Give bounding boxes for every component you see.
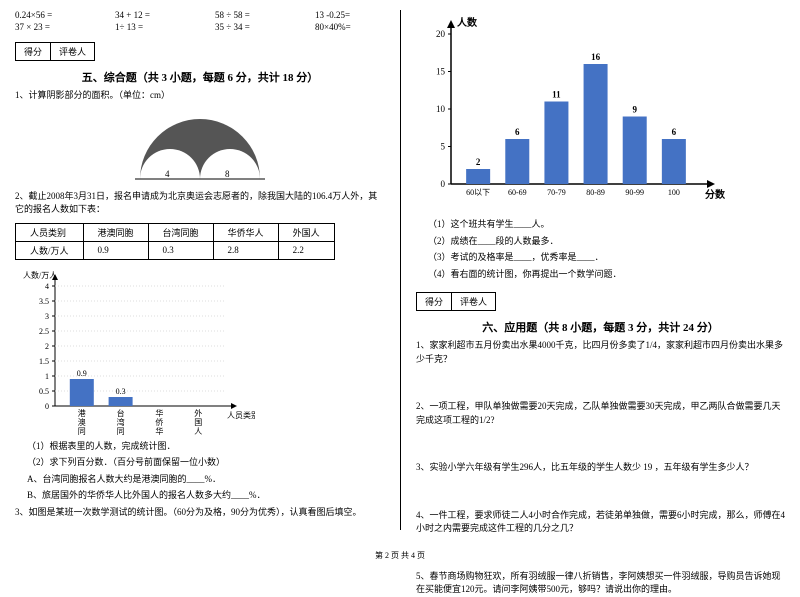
svg-text:3.5: 3.5 [39,297,49,306]
section5-title: 五、综合题（共 3 小题，每题 6 分，共计 18 分） [15,69,385,85]
td: 2.8 [213,241,278,259]
equation-row-1: 0.24×56 = 34 + 12 = 58 ÷ 58 = 13 -0.25= [15,10,385,20]
svg-text:国: 国 [194,418,202,427]
svg-text:2: 2 [476,157,481,167]
app-q: 2、一项工程，甲队单独做需要20天完成，乙队单独做需要30天完成，甲乙两队合做需… [416,400,785,427]
grader-label: 评卷人 [452,293,495,310]
svg-text:16: 16 [591,52,601,62]
svg-text:同: 同 [117,427,125,436]
td: 0.9 [83,241,148,259]
q2-text: 2、截止2008年3月31日，报名申请成为北京奥运会志愿者的，除我国大陆的106… [15,190,385,217]
bar-chart-2: 0 5 10 15 20 人数分数 2 60以下 6 60-69 11 70-79 16 80-89 9 90… [416,14,726,214]
bar-chart-1: 00.511.522.533.54人数/万人人员类别0.9港澳同胞0.3台湾同胞… [15,266,255,436]
svg-text:0.3: 0.3 [116,387,126,396]
svg-text:90-99: 90-99 [625,188,644,197]
score-box: 得分 评卷人 [15,42,95,61]
eq: 80×40%= [315,22,385,32]
svg-text:同: 同 [78,427,86,436]
arch-right-label: 8 [225,169,230,179]
sub-q: A、台湾同胞报名人数大约是港澳同胞的____%． [15,473,385,487]
svg-text:6: 6 [515,127,520,137]
score-label: 得分 [16,43,51,60]
svg-text:100: 100 [668,188,680,197]
app-q: 5、春节商场购物狂欢，所有羽绒服一律八折销售，李阿姨想买一件羽绒服，导购员告诉她… [416,570,785,597]
td: 2.2 [278,241,334,259]
data-table: 人员类别 港澳同胞 台湾同胞 华侨华人 外国人 人数/万人 0.9 0.3 2.… [15,223,335,260]
svg-text:60-69: 60-69 [508,188,527,197]
svg-text:5: 5 [441,142,446,152]
q3-text: 3、如图是某班一次数学测试的统计图。（60分为及格，90分为优秀），认真看图后填… [15,506,385,520]
sub-q: （1）根据表里的人数，完成统计图． [15,440,385,454]
svg-text:2: 2 [45,342,49,351]
svg-text:华: 华 [155,408,163,418]
svg-text:人: 人 [194,427,202,436]
eq: 37 × 23 = [15,22,85,32]
equation-row-2: 37 × 23 = 1÷ 13 = 35 ÷ 34 = 80×40%= [15,22,385,32]
app-q: 4、一件工程，要求师徒二人4小时合作完成，若徒弟单独做，需要6小时完成，那么，师… [416,509,785,536]
svg-text:60以下: 60以下 [466,188,490,197]
svg-text:11: 11 [552,90,561,100]
sub-q: B、旅居国外的华侨华人比外国人的报名人数多大约____%． [15,489,385,503]
sub-q: （1）这个班共有学生____人。 [416,218,785,232]
svg-text:0: 0 [45,402,49,411]
q1-text: 1、计算阴影部分的面积。（单位：cm） [15,89,385,103]
score-label: 得分 [417,293,452,310]
app-q: 1、家家利超市五月份卖出水果4000千克，比四月份多卖了1/4，家家利超市四月份… [416,339,785,366]
svg-text:1: 1 [45,372,49,381]
th: 港澳同胞 [83,223,148,241]
page-footer: 第 2 页 共 4 页 [0,550,800,561]
arch-left-label: 4 [165,169,170,179]
eq: 1÷ 13 = [115,22,185,32]
sub-q: （2）成绩在____段的人数最多． [416,235,785,249]
th: 华侨华人 [213,223,278,241]
svg-text:澳: 澳 [78,417,86,427]
eq: 35 ÷ 34 = [215,22,285,32]
svg-text:人员类别: 人员类别 [227,410,255,420]
app-q: 3、实验小学六年级有学生296人，比五年级的学生人数少 19 ，五年级有学生多少… [416,461,785,475]
svg-text:人数: 人数 [457,16,478,29]
th: 台湾同胞 [148,223,213,241]
section6-title: 六、应用题（共 8 小题，每题 3 分，共计 24 分） [416,319,785,335]
score-box: 得分 评卷人 [416,292,496,311]
svg-text:10: 10 [436,104,446,114]
eq: 0.24×56 = [15,10,85,20]
table-row: 人数/万人 0.9 0.3 2.8 2.2 [16,241,335,259]
svg-text:分数: 分数 [705,188,726,201]
svg-text:侨: 侨 [155,417,163,427]
svg-text:湾: 湾 [117,417,125,427]
grader-label: 评卷人 [51,43,94,60]
table-row: 人员类别 港澳同胞 台湾同胞 华侨华人 外国人 [16,223,335,241]
svg-text:0: 0 [441,179,446,189]
svg-text:外: 外 [194,408,202,418]
eq: 58 ÷ 58 = [215,10,285,20]
svg-text:4: 4 [45,282,49,291]
svg-text:2.5: 2.5 [39,327,49,336]
eq: 13 -0.25= [315,10,385,20]
sub-q: （3）考试的及格率是____，优秀率是____． [416,251,785,265]
td: 0.3 [148,241,213,259]
th: 人员类别 [16,223,84,241]
sub-q: （4）看右面的统计图，你再提出一个数学问题． [416,268,785,282]
svg-text:80-89: 80-89 [586,188,605,197]
svg-text:港: 港 [78,408,86,418]
arch-figure: 4 8 [130,109,270,184]
sub-q: （2）求下列百分数．（百分号前面保留一位小数） [15,456,385,470]
svg-text:20: 20 [436,29,446,39]
svg-text:胞: 胞 [117,435,125,436]
svg-text:0.9: 0.9 [77,369,87,378]
eq: 34 + 12 = [115,10,185,20]
svg-text:人数/万人: 人数/万人 [23,270,57,280]
svg-text:0.5: 0.5 [39,387,49,396]
svg-text:胞: 胞 [78,435,86,436]
svg-text:3: 3 [45,312,49,321]
td: 人数/万人 [16,241,84,259]
svg-text:15: 15 [436,67,446,77]
svg-text:台: 台 [117,408,125,418]
svg-text:6: 6 [672,127,677,137]
svg-text:70-79: 70-79 [547,188,566,197]
svg-text:1.5: 1.5 [39,357,49,366]
svg-text:9: 9 [632,105,637,115]
svg-text:华: 华 [155,426,163,436]
th: 外国人 [278,223,334,241]
